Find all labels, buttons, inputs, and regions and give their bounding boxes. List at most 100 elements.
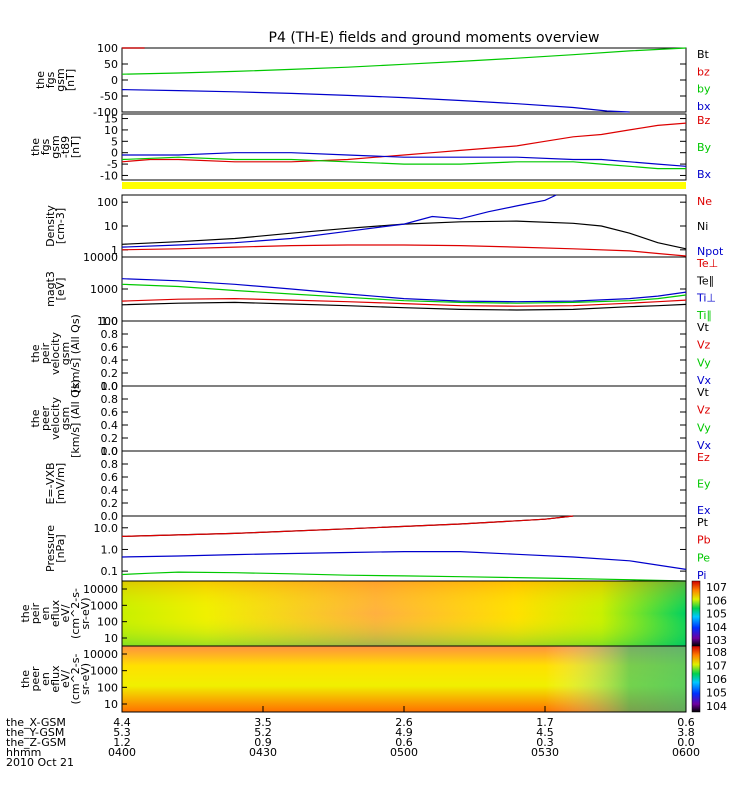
ephemeris-value: 1.2 [113,736,131,749]
series-line-Bz [121,122,687,163]
ephemeris-value: 4.9 [395,726,413,739]
y-tick-label: 50 [104,58,118,71]
y-axis-label-line: eflux [49,599,62,627]
panel-frame [121,194,687,258]
y-tick-label: -50 [100,90,118,103]
y-tick-label: -10 [100,169,118,182]
legend-entry: Pi [697,569,706,582]
series-line-Bx [122,152,687,167]
y-axis-label: Pressure[nPa] [44,525,67,572]
y-tick-label: 1000 [90,599,118,612]
legend-entry: Bt [697,48,710,61]
ephemeris-row-label: hhmm [6,746,41,759]
y-tick-label: 0.8 [101,393,119,406]
legend-entry: Vt [697,386,710,399]
legend-entry: Npot [697,245,724,258]
series-line-Ti⊥ [121,278,687,303]
ephemeris-value: 0.6 [395,736,413,749]
y-tick-label: 0.4 [101,419,119,432]
panel-peer_velocity: 1.00.80.60.40.20.0thepeervelocitygsm[km/… [29,379,712,458]
y-axis-label-line: en [39,607,52,621]
y-axis-label-line: [nPa] [54,534,67,562]
ephemeris-value: 3.8 [677,726,695,739]
y-tick-label: 10000 [83,648,118,661]
ephemeris-value: 5.2 [254,726,272,739]
y-axis-label-line: peir [29,602,42,624]
y-tick-label: 100 [97,616,118,629]
legend-entry: Ti⊥ [696,292,716,305]
y-axis-label-line: (cm^2-s- [69,654,82,705]
colorbar-label: 108 [706,646,727,659]
legend-entry: Ex [697,504,711,517]
y-axis-label-line: eV/ [59,604,72,622]
series-line-by [121,47,687,75]
y-axis-label-line: [nT] [69,136,82,158]
y-axis-label-line: the [34,71,47,89]
y-tick-label: 1.0 [101,380,119,393]
ephemeris-value: 0430 [249,746,277,759]
legend-entry: Pb [697,534,711,547]
legend-entry: By [697,141,712,154]
legend-entry: Vz [697,404,711,417]
y-tick-label: 100 [97,315,118,328]
y-tick-label: 5 [111,135,118,148]
y-tick-label: 100 [97,681,118,694]
y-tick-label: 10 [104,220,118,233]
ephemeris-value: 5.3 [113,726,131,739]
ephemeris-value: 0400 [108,746,136,759]
y-tick-label: 0.0 [101,510,119,523]
panel-frame [121,47,687,113]
spectrogram-shade-peer_en_eflux [122,646,686,712]
y-axis-label-line: sr-eV) [79,663,92,695]
y-axis-label-line: sr-eV) [79,597,92,629]
panel-frame [121,385,687,452]
colorbar-label: 104 [706,621,727,634]
y-tick-label: 0.0 [101,380,119,393]
ephemeris-table: the_X-GSM 4.4 3.5 2.6 1.7 0.6 the_Y-GSM 5.3 5.2 4… [6,716,700,769]
series-line-Te⊥ [121,297,687,307]
y-tick-label: 1.0 [101,543,119,556]
y-tick-label: 0.4 [101,354,119,367]
panel-density: 100 10 1 Density[cm-3] Ne Ni Npot [44,194,724,258]
ephemeris-value: 4.4 [113,716,131,729]
y-tick-label: 1000 [90,665,118,678]
y-axis-label-line: peir [39,342,52,364]
yellow-flag-bar [122,182,686,189]
y-axis-label-line: the [19,604,32,622]
y-axis-label-line: gsm [59,342,72,365]
y-tick-label: 15 [104,113,118,126]
y-tick-label: 100 [97,196,118,209]
y-axis-label-line: gsm [54,68,67,91]
series-line-Npot [121,194,557,248]
spectrogram-shade-peir_en_eflux [122,581,686,646]
y-tick-label: 1 [111,244,118,257]
colorbar-label: 104 [706,700,727,713]
y-tick-label: -100 [93,106,118,119]
y-axis-label-line: eV/ [59,670,72,688]
legend-entry: Ey [697,478,711,491]
date-label: 2010 Oct 21 [6,756,74,769]
y-axis-label-line: (cm^2-s- [69,588,82,639]
series-line-Te∥ [121,301,687,311]
y-axis-label-line: velocity [49,332,62,375]
y-tick-label: 1.0 [101,315,119,328]
y-axis-label-line: velocity [49,397,62,440]
legend-entry: Te∥ [696,274,714,287]
legend-entry: bz [697,65,710,78]
y-axis-label-line: fgs [39,138,52,155]
ephemeris-value: 0500 [390,746,418,759]
series-line-Ne [121,244,687,257]
y-axis-label-line: -t89 [59,136,72,158]
legend-entry: Ez [697,451,710,464]
legend-entry: bx [697,100,711,113]
colorbar [691,645,701,713]
panel-peir_velocity: 1.00.80.60.40.20.0thepeirvelocitygsm[km/… [29,314,712,393]
y-tick-label: 10000 [83,251,118,264]
